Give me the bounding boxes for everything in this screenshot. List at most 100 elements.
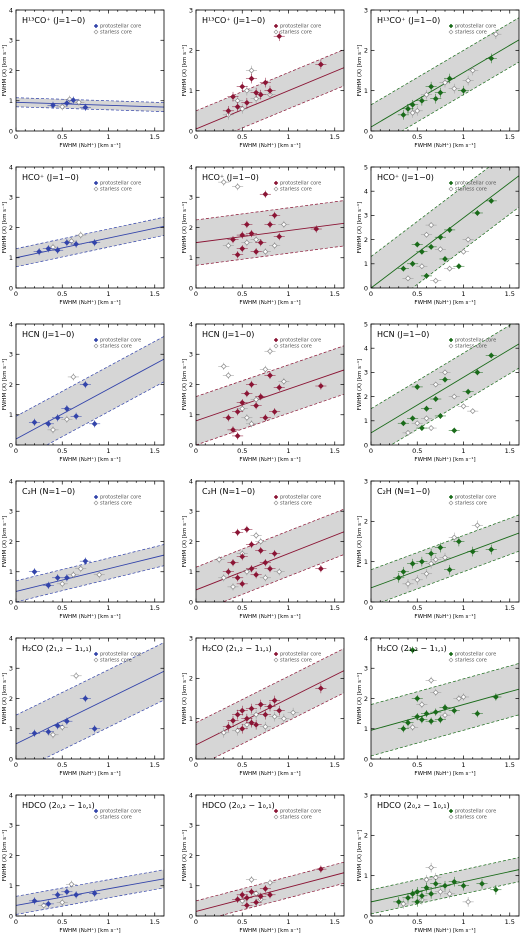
starless-point — [418, 263, 425, 270]
protostellar-point — [418, 97, 425, 104]
band-upper-edge — [16, 216, 164, 250]
confidence-band — [16, 642, 164, 759]
y-axis-title: FWHM (X) [km s⁻¹] — [1, 673, 8, 725]
protostellar-point — [442, 256, 448, 262]
protostellar-point — [239, 707, 246, 714]
starless-point — [253, 95, 260, 102]
starless-point — [262, 248, 269, 255]
protostellar-point — [395, 574, 402, 581]
y-axis-title: FWHM (X) [km s⁻¹] — [356, 830, 363, 882]
starless-point — [405, 580, 411, 587]
legend-label-protostellar: protostellar core — [100, 495, 141, 501]
fit-layer — [196, 345, 344, 445]
protostellar-point — [257, 547, 264, 554]
protostellar-point — [460, 87, 467, 94]
starless-point — [73, 672, 80, 679]
protostellar-point — [423, 405, 430, 412]
starless-point — [451, 534, 458, 541]
band-lower-edge — [211, 692, 344, 759]
y-tick-label: 0 — [9, 441, 13, 449]
starless-point — [280, 715, 287, 722]
protostellar-point — [262, 885, 269, 892]
protostellar-point — [45, 728, 52, 735]
protostellar-point — [243, 894, 250, 901]
protostellar-point — [243, 526, 250, 533]
band-upper-edge — [16, 336, 164, 417]
x-tick-label: 1 — [286, 761, 290, 769]
starless-point — [40, 902, 47, 909]
legend-marker-starless — [448, 29, 454, 35]
x-tick-label: 1 — [461, 761, 465, 769]
protostellar-point — [414, 695, 421, 702]
x-tick-label: 1 — [106, 133, 110, 141]
y-tick-label: 0 — [189, 441, 193, 449]
y-tick-label: 1 — [189, 411, 193, 419]
legend-marker-protostellar — [93, 651, 99, 657]
protostellar-point — [230, 93, 236, 100]
y-axis-title: FWHM (X) [km s⁻¹] — [356, 673, 363, 725]
protostellar-point — [253, 899, 260, 906]
protostellar-point — [317, 383, 324, 389]
protostellar-point — [317, 61, 324, 68]
y-tick-label: 3 — [364, 477, 368, 485]
starless-point — [455, 695, 462, 702]
starless-point — [225, 372, 232, 379]
band-lower-edge — [16, 565, 164, 602]
protostellar-point — [423, 884, 430, 891]
protostellar-point — [446, 566, 453, 573]
starless-point — [414, 420, 421, 427]
protostellar-point — [400, 265, 407, 272]
protostellar-point — [54, 891, 61, 898]
legend-label-starless: starless core — [100, 187, 132, 193]
protostellar-point — [31, 730, 38, 737]
protostellar-point — [248, 381, 255, 388]
fit-line — [16, 554, 164, 592]
fit-line — [196, 531, 344, 591]
y-tick-label: 1 — [9, 882, 13, 890]
y-axis-title: FWHM (X) [km s⁻¹] — [181, 830, 188, 882]
protostellar-point — [230, 717, 236, 724]
y-tick-label: 1 — [364, 725, 368, 733]
starless-point — [460, 248, 467, 255]
protostellar-point — [239, 580, 246, 587]
panel-title: HDCO (2₀,₂ − 1₀,₁) — [22, 801, 95, 810]
protostellar-point — [428, 550, 435, 557]
points-layer — [397, 197, 497, 284]
chart-panel: 0 0.5 1 1.5 0 1 2 3 4 5 FWHM (N₂H⁺) [km s⁻¹] FWHM (… — [356, 320, 520, 463]
protostellar-point — [271, 550, 278, 557]
protostellar-point — [465, 388, 472, 395]
y-tick-label: 4 — [189, 163, 193, 171]
y-tick-label: 4 — [9, 634, 13, 642]
x-tick-label: 1.5 — [150, 290, 160, 298]
protostellar-point — [418, 716, 425, 723]
protostellar-point — [400, 111, 407, 118]
protostellar-point — [267, 891, 273, 898]
protostellar-point — [257, 701, 264, 708]
protostellar-point — [428, 83, 435, 90]
legend-marker-protostellar — [448, 651, 454, 657]
x-tick-label: 0.5 — [412, 290, 422, 298]
protostellar-point — [414, 713, 421, 720]
fit-line — [16, 358, 164, 440]
protostellar-point — [414, 384, 421, 390]
y-tick-label: 0 — [189, 598, 193, 606]
y-axis-title: FWHM (X) [km s⁻¹] — [181, 673, 188, 725]
protostellar-point — [442, 376, 448, 383]
chart-panel: 0 0.5 1 1.5 0 1 2 3 4 5 FWHM (N₂H⁺) [km s⁻¹] FWHM (… — [356, 163, 520, 306]
band-lower-edge — [380, 550, 519, 602]
legend-label-starless: starless core — [280, 187, 312, 193]
legend-label-starless: starless core — [100, 815, 132, 821]
y-tick-label: 1 — [9, 725, 13, 733]
band-lower-edge — [390, 367, 519, 445]
protostellar-point — [488, 352, 495, 359]
x-tick-label: 0.5 — [237, 918, 247, 926]
legend-marker-starless — [273, 500, 279, 506]
starless-point — [70, 571, 77, 578]
band-lower-edge — [222, 554, 344, 602]
protostellar-point — [253, 571, 260, 578]
legend-label-protostellar: protostellar core — [280, 652, 321, 658]
starless-point — [442, 369, 448, 376]
y-tick-label: 3 — [364, 6, 368, 14]
starless-point — [474, 522, 481, 529]
y-axis-title: FWHM (X) [km s⁻¹] — [181, 516, 188, 568]
